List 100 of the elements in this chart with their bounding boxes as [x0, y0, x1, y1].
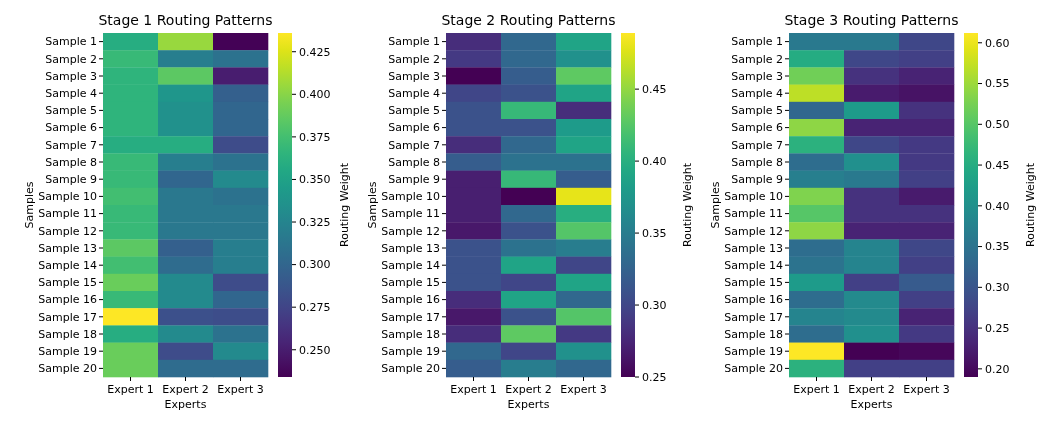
- y-tick-label: Sample 12: [38, 224, 97, 238]
- y-tick-label: Sample 10: [38, 190, 97, 204]
- y-tick-label: Sample 20: [38, 362, 97, 376]
- chart-title: Stage 3 Routing Patterns: [784, 12, 959, 28]
- y-tick-label: Sample 4: [731, 87, 783, 101]
- y-tick-label: Sample 3: [388, 69, 440, 83]
- x-axis-title: Experts: [507, 398, 550, 411]
- y-tick-label: Sample 17: [724, 310, 783, 324]
- y-tick-label: Sample 9: [388, 173, 440, 187]
- y-tick-label: Sample 2: [45, 52, 97, 66]
- y-tick-label: Sample 15: [381, 276, 440, 290]
- y-tick-label: Sample 16: [724, 293, 783, 307]
- y-tick-label: Sample 16: [38, 293, 97, 307]
- color-bar-label: 0.325: [299, 215, 331, 229]
- y-tick-label: Sample 18: [724, 327, 783, 341]
- y-tick-label: Sample 7: [45, 138, 97, 152]
- y-tick-label: Sample 2: [731, 52, 783, 66]
- x-axis-title: Experts: [850, 398, 893, 411]
- y-tick-label: Sample 14: [381, 259, 440, 273]
- y-tick-label: Sample 17: [381, 310, 440, 324]
- y-tick-label: Sample 5: [45, 104, 97, 118]
- x-tick-label: Expert 2: [848, 383, 895, 396]
- y-tick-label: Sample 8: [388, 155, 440, 169]
- x-tick-label: Expert 2: [505, 383, 552, 396]
- y-tick-label: Sample 1: [731, 35, 783, 49]
- color-bar-label: 0.25: [642, 370, 667, 384]
- color-bar-label: 0.55: [985, 77, 1010, 91]
- y-tick-label: Sample 13: [38, 241, 97, 255]
- x-tick-label: Expert 1: [450, 383, 497, 396]
- color-bar-title: Routing Weight: [338, 162, 351, 247]
- y-tick-label: Sample 11: [38, 207, 97, 221]
- color-bar-label: 0.45: [985, 158, 1010, 172]
- color-bar-label: 0.275: [299, 301, 331, 315]
- x-tick-label: Expert 1: [107, 383, 154, 396]
- x-tick-label: Expert 1: [793, 383, 840, 396]
- y-tick-label: Sample 20: [381, 362, 440, 376]
- y-tick-label: Sample 7: [388, 138, 440, 152]
- y-tick-label: Sample 18: [381, 327, 440, 341]
- y-tick-label: Sample 2: [388, 52, 440, 66]
- color-bar-label: 0.30: [985, 281, 1010, 295]
- color-bar-label: 0.425: [299, 45, 331, 59]
- color-bar-label: 0.250: [299, 343, 331, 357]
- color-bar-label: 0.50: [985, 118, 1010, 132]
- chart-title: Stage 1 Routing Patterns: [98, 12, 273, 28]
- y-tick-label: Sample 6: [731, 121, 783, 135]
- y-tick-label: Sample 10: [381, 190, 440, 204]
- y-tick-label: Sample 19: [38, 345, 97, 359]
- y-tick-label: Sample 5: [388, 104, 440, 118]
- y-axis-title: Samples: [366, 181, 379, 229]
- y-tick-label: Sample 12: [724, 224, 783, 238]
- y-tick-label: Sample 6: [45, 121, 97, 135]
- color-bar-title: Routing Weight: [1024, 162, 1037, 247]
- y-tick-label: Sample 16: [381, 293, 440, 307]
- y-tick-label: Sample 13: [724, 241, 783, 255]
- color-bar-label: 0.40: [985, 199, 1010, 213]
- y-tick-label: Sample 4: [388, 87, 440, 101]
- y-tick-label: Sample 11: [724, 207, 783, 221]
- y-tick-label: Sample 14: [38, 259, 97, 273]
- color-bar-label: 0.40: [642, 154, 667, 168]
- color-bar-label: 0.60: [985, 36, 1010, 50]
- color-bar-title: Routing Weight: [681, 162, 694, 247]
- x-tick-label: Expert 3: [560, 383, 607, 396]
- color-bar-label: 0.45: [642, 82, 667, 96]
- y-tick-label: Sample 15: [38, 276, 97, 290]
- y-tick-label: Sample 11: [381, 207, 440, 221]
- y-tick-label: Sample 14: [724, 259, 783, 273]
- y-tick-label: Sample 1: [45, 35, 97, 49]
- y-tick-label: Sample 5: [731, 104, 783, 118]
- color-bar-label: 0.375: [299, 130, 331, 144]
- y-tick-label: Sample 9: [731, 173, 783, 187]
- y-tick-label: Sample 15: [724, 276, 783, 290]
- y-tick-label: Sample 12: [381, 224, 440, 238]
- y-axis-title: Samples: [23, 181, 36, 229]
- x-tick-label: Expert 3: [903, 383, 950, 396]
- y-tick-label: Sample 9: [45, 173, 97, 187]
- y-tick-label: Sample 19: [381, 345, 440, 359]
- color-bar-label: 0.300: [299, 258, 331, 272]
- y-axis-title: Samples: [709, 181, 722, 229]
- color-bar-label: 0.400: [299, 88, 331, 102]
- y-tick-label: Sample 8: [45, 155, 97, 169]
- y-tick-label: Sample 3: [731, 69, 783, 83]
- y-tick-label: Sample 13: [381, 241, 440, 255]
- x-tick-label: Expert 2: [162, 383, 209, 396]
- color-bar-label: 0.30: [642, 298, 667, 312]
- y-tick-label: Sample 6: [388, 121, 440, 135]
- chart-title: Stage 2 Routing Patterns: [441, 12, 616, 28]
- y-tick-label: Sample 3: [45, 69, 97, 83]
- y-tick-label: Sample 7: [731, 138, 783, 152]
- color-bar-label: 0.35: [642, 226, 667, 240]
- color-bar-label: 0.20: [985, 362, 1010, 376]
- color-bar-label: 0.350: [299, 173, 331, 187]
- x-tick-label: Expert 3: [217, 383, 264, 396]
- y-tick-label: Sample 18: [38, 327, 97, 341]
- y-tick-label: Sample 4: [45, 87, 97, 101]
- color-bar-label: 0.35: [985, 240, 1010, 254]
- y-tick-label: Sample 10: [724, 190, 783, 204]
- y-tick-label: Sample 19: [724, 345, 783, 359]
- y-tick-label: Sample 8: [731, 155, 783, 169]
- color-bar-label: 0.25: [985, 321, 1010, 335]
- y-tick-label: Sample 17: [38, 310, 97, 324]
